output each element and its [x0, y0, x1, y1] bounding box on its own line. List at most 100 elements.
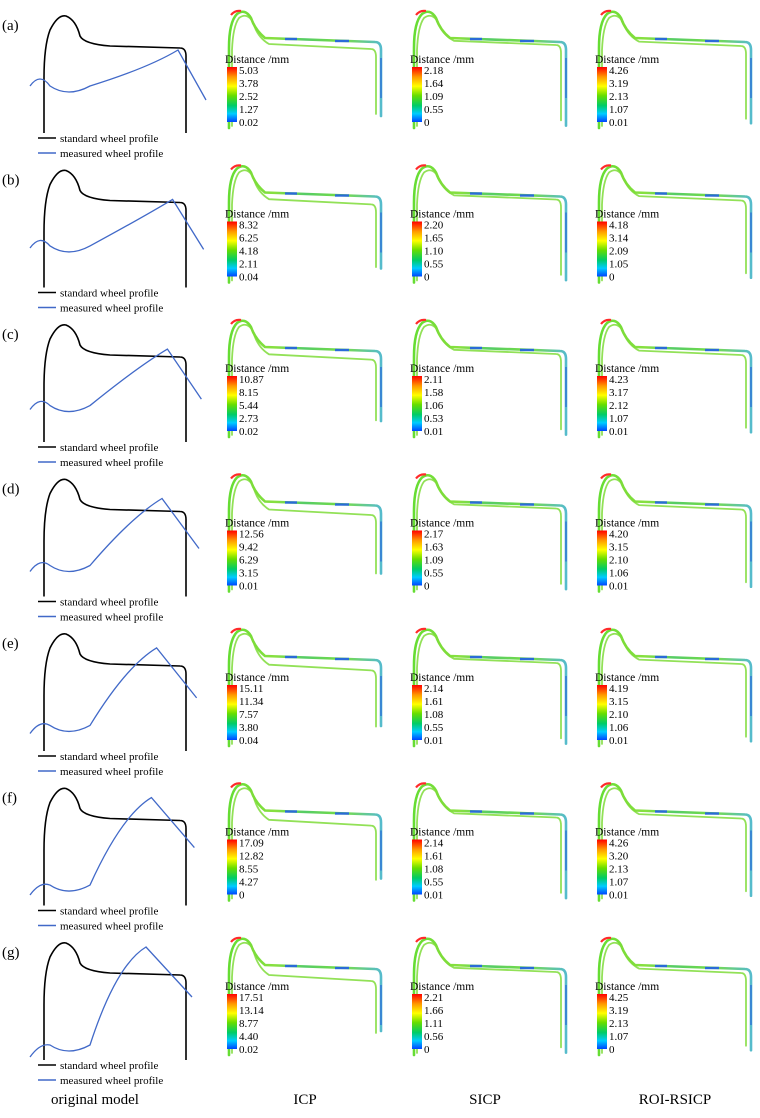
deviation-mark — [600, 9, 612, 16]
profile-cloud-measured — [416, 941, 562, 1054]
deviation-mark — [230, 473, 242, 480]
profile-cloud-measured — [231, 941, 377, 1054]
colorbar-tick-label: 4.18 — [239, 246, 259, 258]
profile-cloud-measured — [601, 14, 747, 127]
profile-cloud-measured — [601, 478, 747, 591]
profile-cloud-measured — [231, 787, 377, 900]
colorbar: Distance /mm2.171.631.090.550 — [410, 518, 474, 593]
colorbar-tick-label: 4.26 — [609, 838, 629, 850]
figure-row: (c) standard wheel profile measured wheel … — [2, 318, 753, 469]
colorbar-title: Distance /mm — [225, 363, 289, 375]
colorbar-tick-label: 2.12 — [609, 400, 628, 412]
colorbar-tick-label: 0.01 — [609, 581, 628, 593]
deviation-mark — [600, 473, 612, 480]
colorbar-gradient — [412, 994, 422, 1049]
colorbar: Distance /mm4.203.152.101.060.01 — [595, 518, 659, 593]
colorbar-tick-label: 1.08 — [424, 864, 444, 876]
colorbar-tick-label: 0.04 — [239, 735, 259, 747]
legend-label-standard: standard wheel profile — [60, 288, 158, 300]
colorbar-tick-label: 1.66 — [424, 1005, 444, 1017]
colorbar-tick-label: 6.29 — [239, 555, 259, 567]
colorbar-tick-label: 9.42 — [239, 542, 258, 554]
figure-row: (g) standard wheel profile measured wheel … — [2, 936, 753, 1087]
colorbar-tick-label: 7.57 — [239, 709, 259, 721]
sicp-distance-panel: Distance /mm2.181.641.090.550 — [410, 9, 568, 130]
colorbar-tick-label: 0 — [424, 581, 430, 593]
original-model-panel: standard wheel profile measured wheel pro… — [29, 14, 207, 160]
colorbar: Distance /mm2.111.581.060.530.01 — [410, 363, 474, 438]
profile-cloud-measured — [416, 787, 562, 900]
colorbar-tick-label: 2.52 — [239, 91, 258, 103]
colorbar-gradient — [412, 67, 422, 122]
colorbar: Distance /mm2.201.651.100.550 — [410, 209, 474, 284]
sicp-distance-panel: Distance /mm2.211.661.110.560 — [410, 936, 568, 1057]
colorbar-tick-label: 1.65 — [424, 233, 444, 245]
deviation-mark — [230, 936, 242, 943]
measured-profile-line — [29, 348, 202, 413]
colorbar-tick-label: 0.55 — [424, 568, 444, 580]
legend-label-measured: measured wheel profile — [60, 303, 163, 315]
colorbar: Distance /mm4.233.172.121.070.01 — [595, 363, 659, 438]
colorbar-tick-label: 13.14 — [239, 1005, 264, 1017]
profile-cloud-measured — [416, 14, 562, 127]
colorbar-title: Distance /mm — [410, 981, 474, 993]
colorbar-tick-label: 3.19 — [609, 78, 629, 90]
colorbar-tick-label: 0.01 — [424, 890, 443, 902]
colorbar-tick-label: 12.82 — [239, 851, 264, 863]
standard-profile-line — [43, 632, 187, 751]
colorbar-title: Distance /mm — [595, 827, 659, 839]
colorbar-tick-label: 1.63 — [424, 542, 444, 554]
colorbar: Distance /mm4.263.202.131.070.01 — [595, 827, 659, 902]
legend-label-standard: standard wheel profile — [60, 442, 158, 454]
colorbar: Distance /mm8.326.254.182.110.04 — [225, 209, 289, 284]
colorbar-tick-label: 17.51 — [239, 992, 264, 1004]
profile-cloud-measured — [601, 941, 747, 1054]
deviation-mark — [600, 318, 612, 325]
colorbar-tick-label: 1.06 — [424, 400, 444, 412]
icp-distance-panel: Distance /mm5.033.782.521.270.02 — [225, 9, 383, 130]
rows-layer: (a) standard wheel profile measured wheel … — [2, 9, 753, 1087]
colorbar-title: Distance /mm — [410, 827, 474, 839]
legend-label-standard: standard wheel profile — [60, 906, 158, 918]
colorbar-tick-label: 3.80 — [239, 722, 259, 734]
original-model-panel: standard wheel profile measured wheel pro… — [29, 787, 195, 933]
measured-profile-line — [29, 198, 205, 253]
colorbar-tick-label: 0 — [424, 272, 430, 284]
colorbar-tick-label: 12.56 — [239, 529, 264, 541]
colorbar-tick-label: 1.07 — [609, 104, 629, 116]
colorbar-tick-label: 4.26 — [609, 65, 629, 77]
colorbar-tick-label: 8.15 — [239, 387, 259, 399]
colorbar-tick-label: 0.53 — [424, 413, 444, 425]
legend-label-measured: measured wheel profile — [60, 1075, 163, 1087]
legend-label-standard: standard wheel profile — [60, 597, 158, 609]
colorbar-tick-label: 4.19 — [609, 683, 629, 695]
colorbar-tick-label: 3.19 — [609, 1005, 629, 1017]
colorbar-tick-label: 1.58 — [424, 387, 444, 399]
column-label-icp: ICP — [293, 1092, 317, 1108]
profile-cloud-measured — [231, 323, 377, 436]
colorbar-title: Distance /mm — [595, 363, 659, 375]
original-model-panel: standard wheel profile measured wheel pro… — [29, 632, 198, 778]
column-label-roi-rsicp: ROI-RSICP — [638, 1092, 712, 1108]
colorbar-tick-label: 2.09 — [609, 246, 629, 258]
sicp-distance-panel: Distance /mm2.111.581.060.530.01 — [410, 318, 568, 439]
colorbar-tick-label: 3.78 — [239, 78, 259, 90]
colorbar-tick-label: 8.77 — [239, 1018, 259, 1030]
column-label-sicp: SICP — [469, 1092, 501, 1108]
standard-profile-line — [43, 14, 187, 133]
colorbar-gradient — [412, 221, 422, 277]
colorbar-tick-label: 2.14 — [424, 683, 444, 695]
profile-cloud-measured — [601, 323, 747, 436]
colorbar: Distance /mm4.183.142.091.050 — [595, 209, 659, 284]
profile-legend: standard wheel profile measured wheel pro… — [38, 906, 163, 933]
colorbar-tick-label: 2.10 — [609, 555, 629, 567]
colorbar-title: Distance /mm — [410, 209, 474, 221]
profile-legend: standard wheel profile measured wheel pro… — [38, 1060, 163, 1087]
colorbar-tick-label: 4.20 — [609, 529, 629, 541]
colorbar: Distance /mm2.211.661.110.560 — [410, 981, 474, 1056]
colorbar-tick-label: 3.20 — [609, 851, 629, 863]
sicp-distance-panel: Distance /mm2.171.631.090.550 — [410, 473, 568, 593]
row-label: (c) — [2, 327, 19, 343]
